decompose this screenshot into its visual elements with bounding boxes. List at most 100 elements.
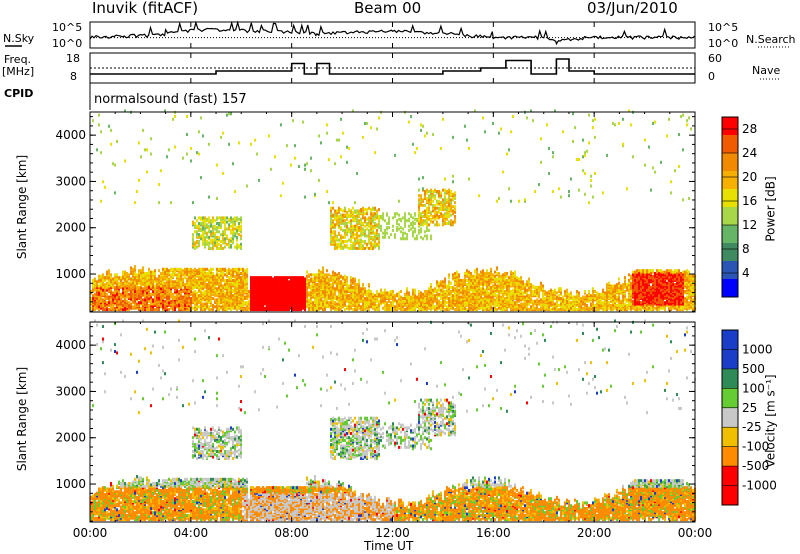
echo-cell xyxy=(426,308,428,311)
echo-cell xyxy=(432,215,434,218)
echo-cell xyxy=(236,273,238,276)
echo-cell xyxy=(470,272,472,275)
echo-cell xyxy=(208,272,210,275)
echo-cell xyxy=(144,272,146,275)
echo-cell xyxy=(314,273,316,276)
echo-cell xyxy=(332,241,334,244)
echo-cell xyxy=(98,291,100,294)
echo-cell xyxy=(372,207,374,210)
echo-cell xyxy=(466,269,468,272)
echo-cell xyxy=(344,275,346,278)
echo-cell xyxy=(416,234,418,237)
echo-cell xyxy=(412,307,414,310)
echo-cell xyxy=(180,268,182,271)
echo-cell xyxy=(436,216,438,219)
echo-cell xyxy=(320,301,322,304)
echo-cell xyxy=(382,291,384,294)
echo-cell xyxy=(216,282,218,285)
echo-cell xyxy=(368,216,370,219)
echo-cell xyxy=(236,226,238,229)
echo-cell xyxy=(172,284,174,287)
echo-cell xyxy=(394,236,396,239)
echo-cell xyxy=(324,280,326,283)
echo-cell xyxy=(338,294,340,297)
echo-cell xyxy=(98,123,100,126)
echo-cell xyxy=(372,247,374,250)
echo-cell xyxy=(224,225,226,228)
echo-cell xyxy=(288,280,290,283)
echo-cell xyxy=(164,268,166,271)
echo-cell xyxy=(462,300,464,303)
echo-cell xyxy=(230,308,232,311)
echo-cell xyxy=(394,215,396,218)
echo-cell xyxy=(182,269,184,272)
echo-cell xyxy=(158,289,160,292)
echo-cell xyxy=(350,219,352,222)
echo-cell xyxy=(350,240,352,243)
echo-cell xyxy=(274,286,276,289)
echo-cell xyxy=(366,228,368,231)
echo-cell xyxy=(106,293,108,296)
echo-cell xyxy=(348,294,350,297)
echo-cell xyxy=(206,305,208,308)
echo-cell xyxy=(440,215,442,218)
echo-cell xyxy=(376,229,378,232)
echo-cell xyxy=(374,215,376,218)
echo-cell xyxy=(344,207,346,210)
echo-cell xyxy=(418,229,420,232)
echo-cell xyxy=(334,287,336,290)
echo-cell xyxy=(210,308,212,311)
echo-cell xyxy=(392,298,394,301)
echo-cell xyxy=(208,246,210,249)
echo-cell xyxy=(114,286,116,289)
echo-cell xyxy=(336,237,338,240)
echo-cell xyxy=(362,240,364,243)
echo-cell xyxy=(130,271,132,274)
echo-cell xyxy=(304,164,306,167)
echo-cell xyxy=(116,286,118,289)
echo-cell xyxy=(394,154,396,157)
echo-cell xyxy=(354,240,356,243)
echo-cell xyxy=(214,294,216,297)
echo-cell xyxy=(346,211,348,214)
echo-cell xyxy=(190,290,192,293)
echo-cell xyxy=(290,164,292,167)
echo-cell xyxy=(194,290,196,293)
echo-cell xyxy=(214,241,216,244)
echo-cell xyxy=(356,218,358,221)
echo-cell xyxy=(342,209,344,212)
echo-cell xyxy=(324,294,326,297)
echo-cell xyxy=(372,225,374,228)
echo-cell xyxy=(350,232,352,235)
echo-cell xyxy=(228,223,230,226)
echo-cell xyxy=(378,215,380,218)
echo-cell xyxy=(198,130,200,133)
echo-cell xyxy=(354,243,356,246)
echo-cell xyxy=(332,236,334,239)
echo-cell xyxy=(386,212,388,215)
echo-cell xyxy=(486,308,488,311)
echo-cell xyxy=(438,282,440,285)
echo-cell xyxy=(366,234,368,237)
echo-cell xyxy=(370,126,372,129)
echo-cell xyxy=(276,283,278,286)
echo-cell xyxy=(294,276,296,279)
echo-cell xyxy=(112,305,114,308)
echo-cell xyxy=(440,289,442,292)
echo-cell xyxy=(362,290,364,293)
echo-cell xyxy=(336,243,338,246)
echo-cell xyxy=(228,283,230,286)
echo-cell xyxy=(218,216,220,219)
echo-cell xyxy=(166,268,168,271)
echo-cell xyxy=(220,216,222,219)
echo-cell xyxy=(328,296,330,299)
echo-cell xyxy=(186,153,188,156)
echo-cell xyxy=(94,293,96,296)
echo-cell xyxy=(198,268,200,271)
echo-cell xyxy=(126,272,128,275)
echo-cell xyxy=(352,304,354,307)
echo-cell xyxy=(354,308,356,311)
echo-cell xyxy=(122,282,124,285)
echo-cell xyxy=(230,269,232,272)
echo-cell xyxy=(330,275,332,278)
